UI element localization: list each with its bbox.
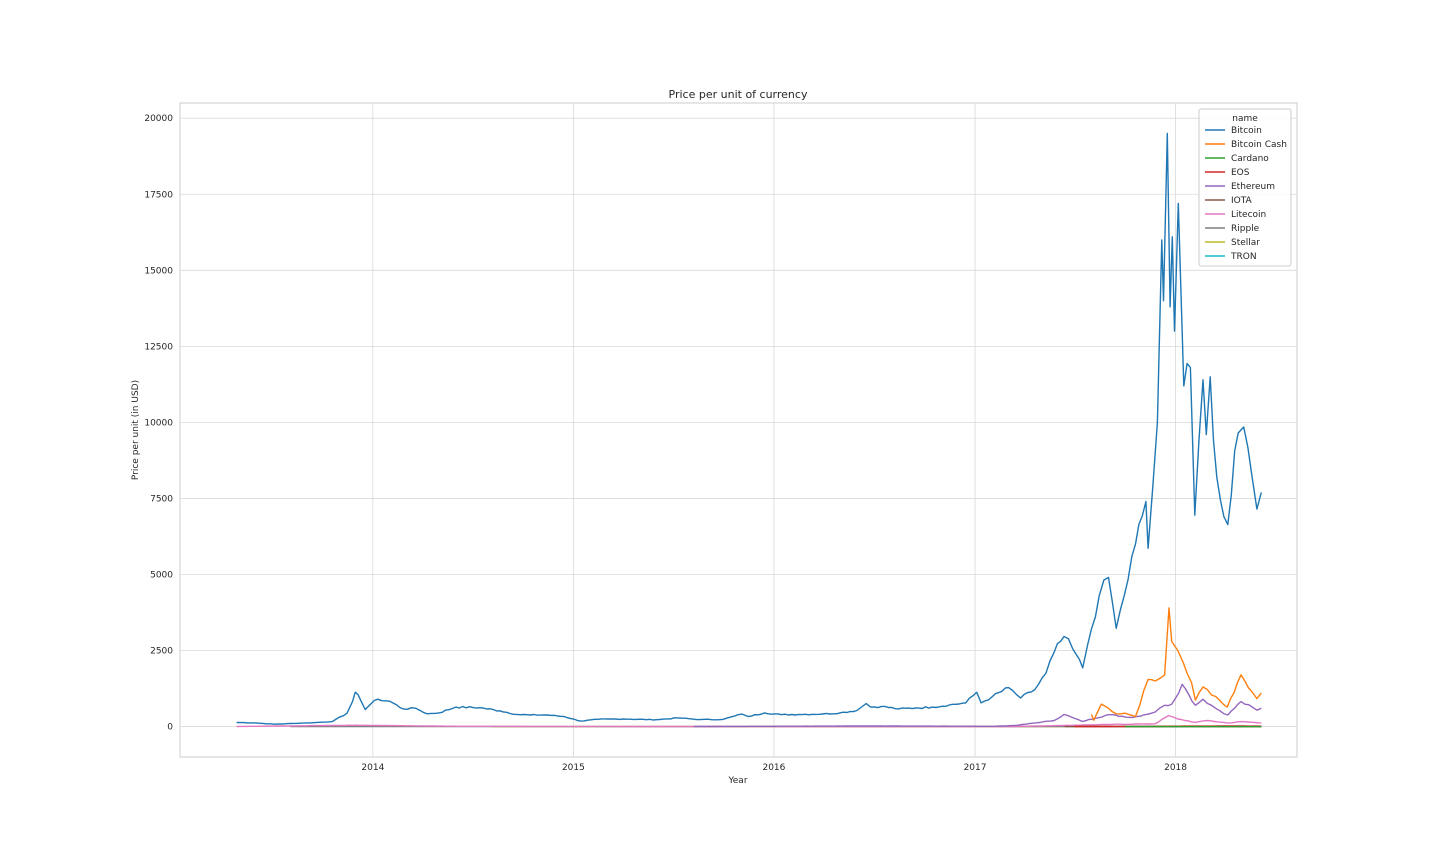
legend-label: Bitcoin Cash	[1231, 140, 1287, 150]
y-tick-label: 7500	[150, 494, 173, 504]
x-tick-label: 2014	[361, 763, 384, 773]
series-line-bitcoin-cash	[1090, 607, 1262, 721]
legend-label: IOTA	[1231, 196, 1253, 206]
y-tick-label: 20000	[144, 114, 173, 124]
legend: name Bitcoin Bitcoin Cash Cardano EOS Ethere…	[1198, 108, 1292, 267]
legend-label: Litecoin	[1231, 210, 1266, 220]
series-line-ethereum	[693, 683, 1262, 728]
series-layer	[236, 132, 1262, 728]
y-axis-title: Price per unit (in USD)	[131, 380, 141, 480]
y-tick-label: 12500	[144, 342, 173, 352]
y-tick-label: 2500	[150, 647, 173, 657]
legend-label: Ripple	[1231, 224, 1260, 234]
x-tick-label: 2017	[964, 763, 987, 773]
x-tick-label: 2015	[562, 763, 585, 773]
plot-area	[179, 102, 1298, 758]
legend-label: Stellar	[1231, 238, 1260, 248]
legend-items: Bitcoin Bitcoin Cash Cardano EOS Ethereum IOT…	[1205, 126, 1287, 262]
legend-label: Cardano	[1231, 154, 1269, 164]
series-line-bitcoin	[236, 132, 1262, 725]
x-axis-title: Year	[727, 776, 747, 786]
y-tick-label: 10000	[144, 418, 173, 428]
y-tick-label: 15000	[144, 266, 173, 276]
x-tick-label: 2016	[762, 763, 785, 773]
legend-label: Ethereum	[1231, 182, 1275, 192]
chart-title: Price per unit of currency	[669, 88, 808, 101]
y-tick-label: 0	[167, 723, 173, 733]
y-tick-label: 5000	[150, 570, 173, 580]
tick-layer: 0 2500 5000 7500 10000 12500 15000 17500 20000 20…	[144, 114, 1187, 773]
legend-label: Bitcoin	[1231, 126, 1262, 136]
x-tick-label: 2018	[1164, 763, 1187, 773]
legend-label: TRON	[1230, 252, 1257, 262]
legend-label: EOS	[1231, 168, 1250, 178]
y-tick-label: 17500	[144, 190, 173, 200]
legend-title: name	[1232, 114, 1258, 124]
legend-box	[1198, 108, 1292, 267]
